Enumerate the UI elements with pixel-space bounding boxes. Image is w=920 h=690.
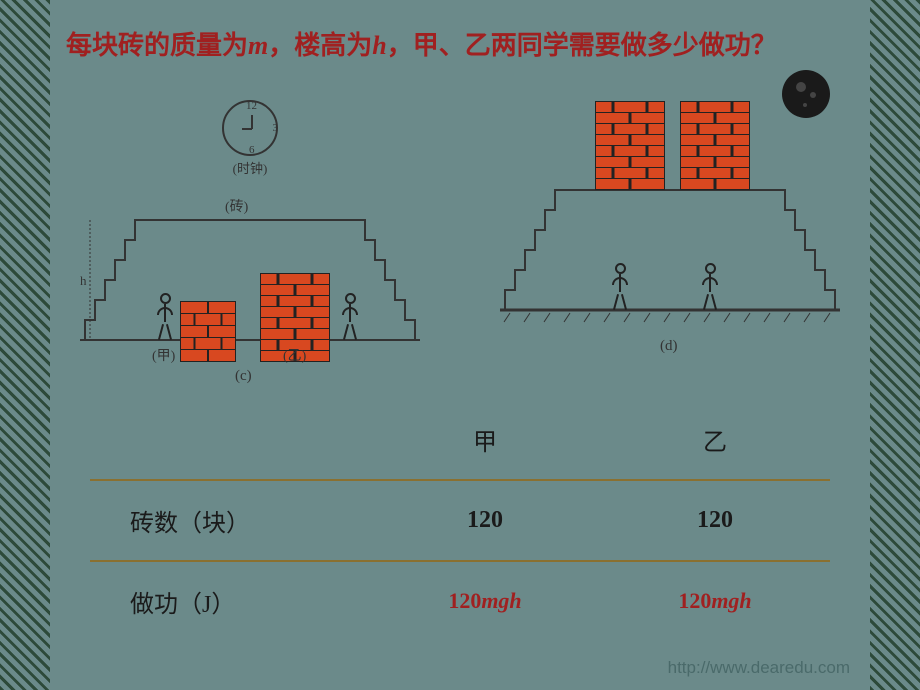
title-text-1: 每块砖的质量为 [66, 31, 248, 60]
person-d1 [610, 263, 630, 311]
diagram-d-label: (d) [660, 338, 678, 355]
brick-label-c: (砖) [225, 196, 248, 216]
table-row-bricks: 砖数（块） 120 120 [90, 480, 830, 561]
stairs-d-svg [500, 70, 840, 330]
bricks-yi-value: 120 [697, 507, 733, 533]
work-jia-value: 120mgh [448, 588, 521, 613]
diagram-d: (d) [500, 70, 840, 380]
brick-stack-d2 [680, 102, 750, 190]
diagram-c: 12 3 6 (时钟) h (砖) (甲) [80, 100, 420, 380]
row-work-label: 做功（J） [90, 561, 370, 641]
person-yi [340, 293, 360, 341]
table-header-yi: 乙 [600, 400, 830, 480]
table-header-jia: 甲 [370, 400, 600, 480]
work-yi-var: mgh [711, 588, 751, 613]
leaf-border-right [870, 0, 920, 690]
svg-text:h: h [80, 273, 87, 288]
person-yi-label: (乙) [283, 345, 306, 365]
row-work-jia: 120mgh [370, 561, 600, 641]
diagram-c-label: (c) [235, 368, 252, 385]
row-bricks-label: 砖数（块） [90, 480, 370, 561]
table-header-row: 甲 乙 [90, 400, 830, 480]
bricks-jia-value: 120 [467, 507, 503, 533]
row-bricks-yi: 120 [600, 480, 830, 561]
work-jia-num: 120 [448, 588, 481, 613]
person-jia-label: (甲) [152, 345, 175, 365]
leaf-border-left [0, 0, 50, 690]
title-var-h: h [372, 31, 386, 60]
diagram-area: 12 3 6 (时钟) h (砖) (甲) [60, 70, 860, 380]
work-yi-value: 120mgh [678, 588, 751, 613]
work-jia-var: mgh [481, 588, 521, 613]
table-header-empty [90, 400, 370, 480]
page-title: 每块砖的质量为m，楼高为h，甲、乙两同学需要做多少做功？ [60, 25, 860, 62]
data-table: 甲 乙 砖数（块） 120 120 做功（J） 120mgh 120mgh [90, 400, 830, 641]
title-text-2: ，楼高为 [268, 31, 372, 60]
title-text-3: ，甲、乙两同学需要做多少做功？ [387, 31, 777, 60]
person-d2 [700, 263, 720, 311]
stairs-c-svg: h [80, 100, 420, 360]
title-var-m: m [248, 31, 268, 60]
row-bricks-jia: 120 [370, 480, 600, 561]
watermark: http://www.dearedu.com [668, 658, 850, 678]
work-yi-num: 120 [678, 588, 711, 613]
person-jia [155, 293, 175, 341]
row-work-yi: 120mgh [600, 561, 830, 641]
brick-stack-a [180, 302, 236, 362]
table-row-work: 做功（J） 120mgh 120mgh [90, 561, 830, 641]
brick-stack-d1 [595, 102, 665, 190]
